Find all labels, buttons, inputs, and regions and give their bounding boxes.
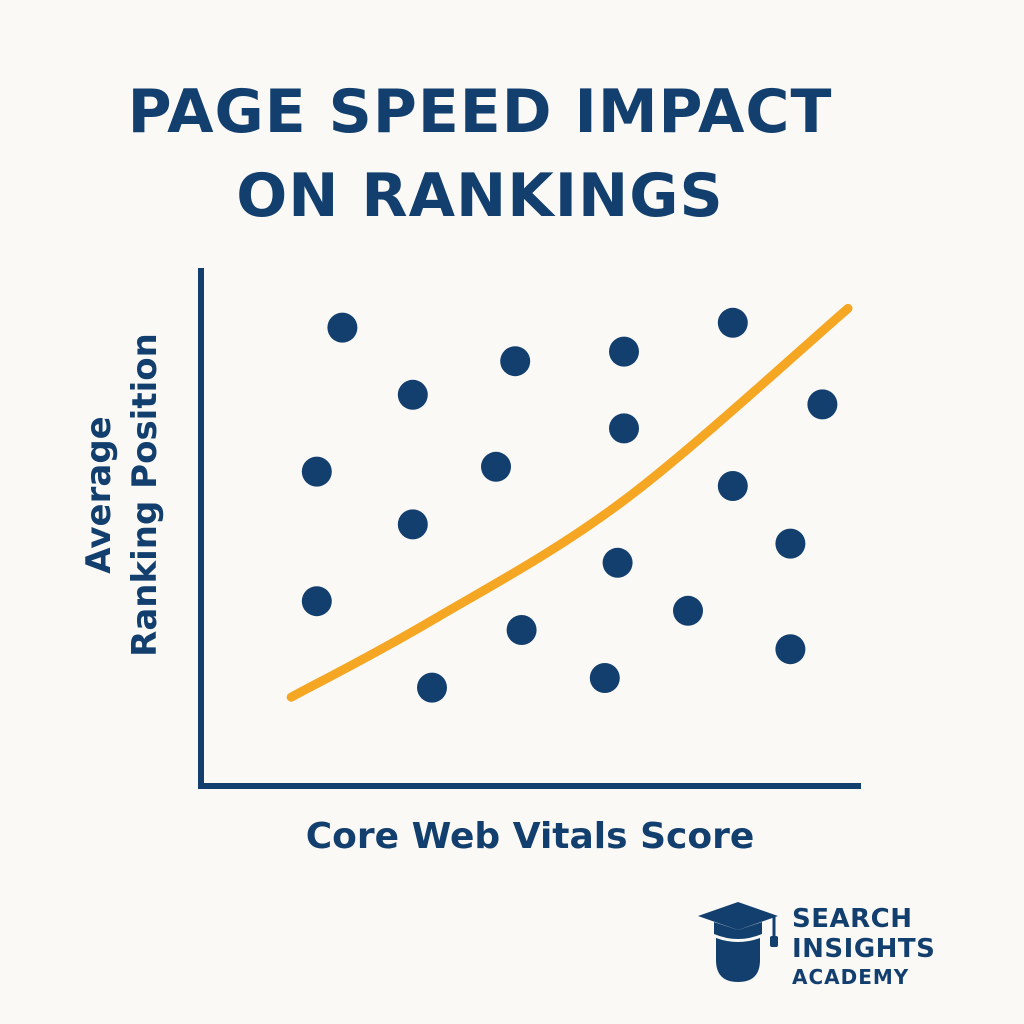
- data-point-3: [301, 586, 332, 617]
- data-point-14: [673, 595, 703, 626]
- data-point-12: [602, 547, 633, 578]
- data-point-9: [506, 615, 537, 645]
- data-point-1: [327, 312, 358, 343]
- trend-line: [286, 303, 853, 702]
- data-point-17: [775, 528, 806, 559]
- x-axis-label: Core Web Vitals Score: [305, 816, 755, 857]
- data-point-19: [807, 389, 838, 420]
- data-point-6: [417, 672, 447, 703]
- cap-board: [698, 902, 778, 930]
- data-point-13: [589, 663, 620, 693]
- data-point-4: [397, 379, 428, 410]
- trend-line-group: [286, 303, 853, 702]
- chart-title: PAGE SPEED IMPACT ON RANKINGS: [0, 70, 960, 238]
- logo-text: SEARCH INSIGHTS ACADEMY: [792, 904, 935, 990]
- y-axis-label-line-1: Average: [79, 416, 119, 574]
- chart-title-line-2: ON RANKINGS: [236, 161, 724, 231]
- data-point-2: [301, 456, 332, 487]
- data-point-7: [500, 346, 531, 377]
- data-point-15: [717, 471, 748, 501]
- y-axis-label: Average Ranking Position: [76, 333, 168, 657]
- y-axis-label-line-2: Ranking Position: [125, 333, 165, 657]
- data-points: [301, 307, 838, 703]
- data-point-16: [717, 307, 748, 338]
- chart-axes: [198, 268, 861, 789]
- data-point-11: [609, 413, 639, 444]
- head-shape: [716, 938, 760, 982]
- cap-tassel: [770, 936, 778, 947]
- data-point-18: [775, 634, 806, 665]
- data-point-5: [397, 509, 428, 540]
- logo-text-line-3: ACADEMY: [792, 965, 910, 989]
- chart-title-line-1: PAGE SPEED IMPACT: [127, 77, 833, 147]
- cap-base: [714, 922, 762, 939]
- graduation-cap-head-icon: [698, 902, 778, 982]
- logo-text-line-2: INSIGHTS: [792, 934, 936, 964]
- logo-text-line-1: SEARCH: [792, 904, 913, 934]
- data-point-10: [609, 336, 639, 367]
- brand-logo: SEARCH INSIGHTS ACADEMY: [698, 900, 958, 990]
- data-point-8: [481, 451, 511, 482]
